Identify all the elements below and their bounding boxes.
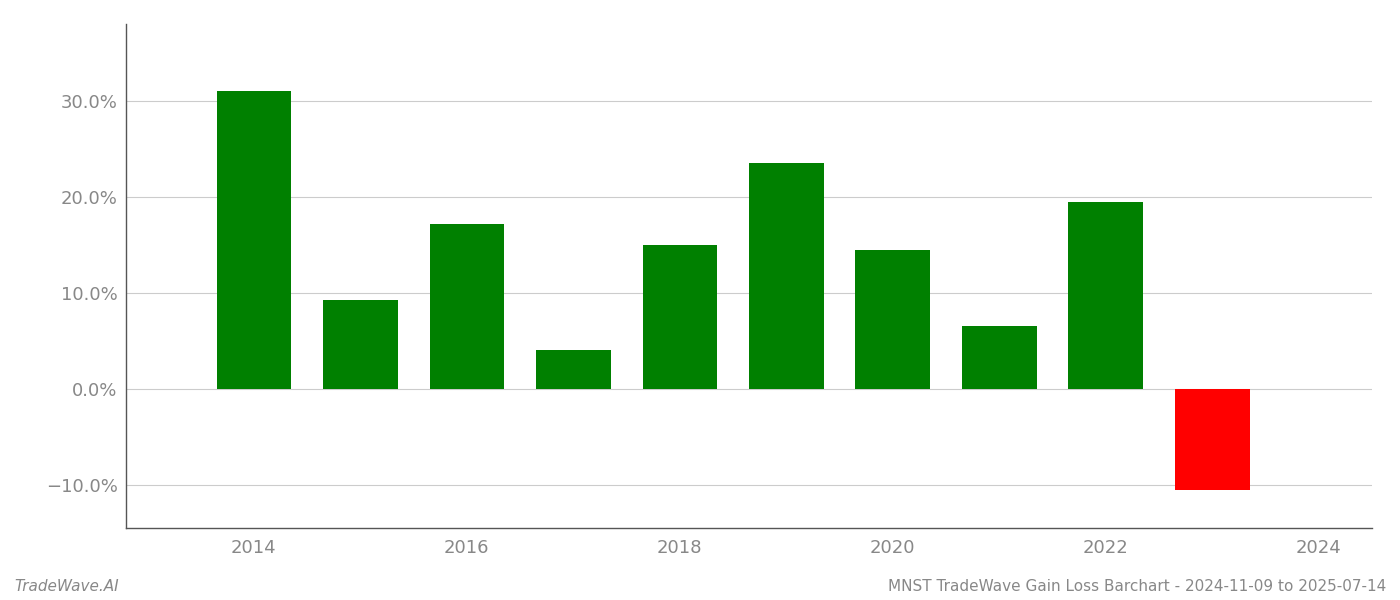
Text: MNST TradeWave Gain Loss Barchart - 2024-11-09 to 2025-07-14: MNST TradeWave Gain Loss Barchart - 2024… <box>888 579 1386 594</box>
Bar <box>430 224 504 389</box>
Bar <box>217 91 291 389</box>
Bar <box>1175 389 1250 490</box>
Bar <box>323 301 398 389</box>
Bar <box>536 350 610 389</box>
Bar <box>855 250 930 389</box>
Bar <box>749 163 823 389</box>
Bar <box>1068 202 1142 389</box>
Bar <box>962 326 1036 389</box>
Bar <box>643 245 717 389</box>
Text: TradeWave.AI: TradeWave.AI <box>14 579 119 594</box>
